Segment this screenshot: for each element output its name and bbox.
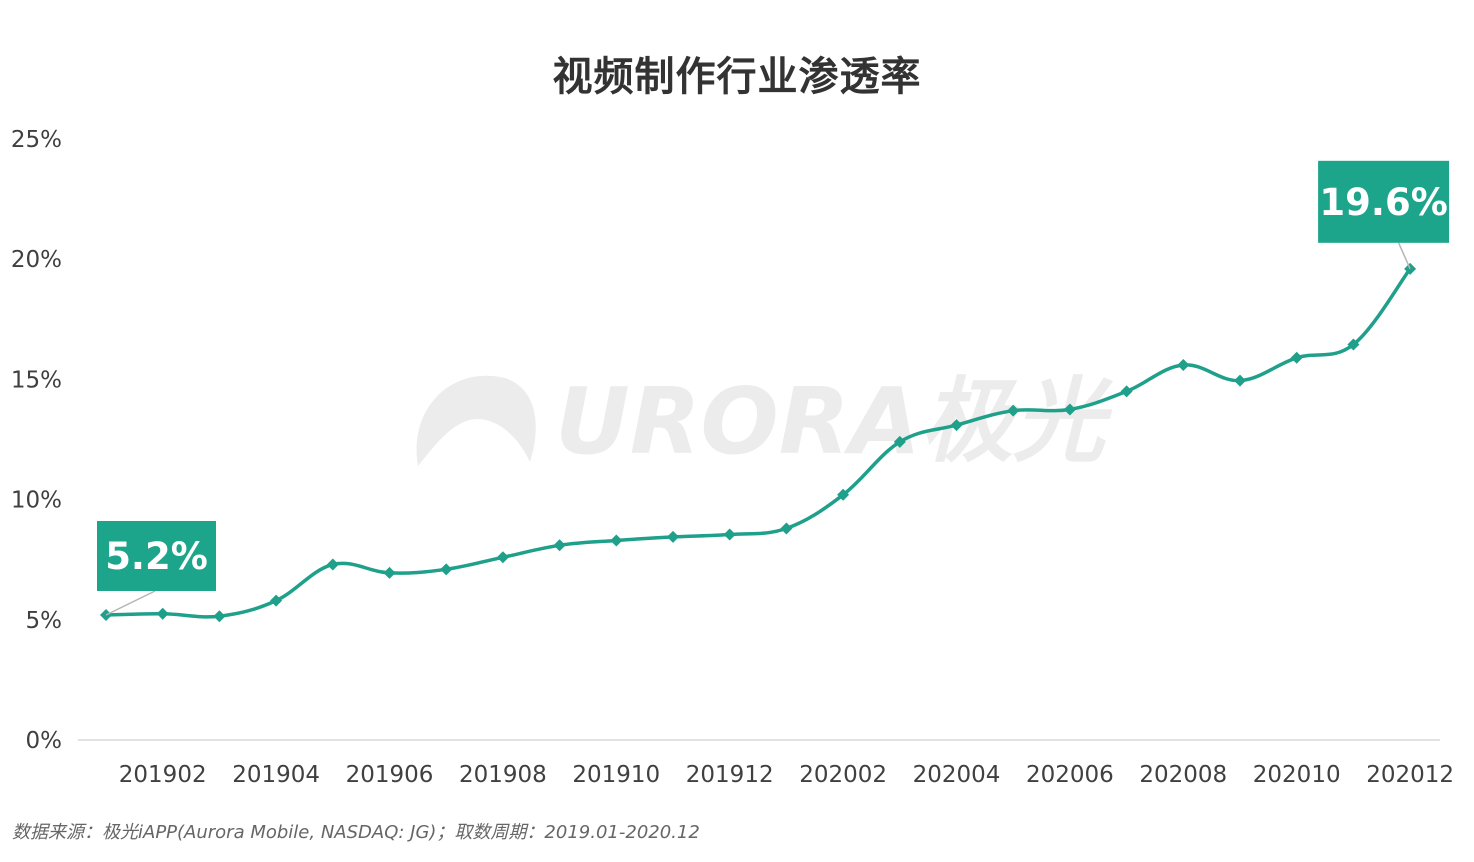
data-point-marker [270,594,283,607]
x-tick-label: 201912 [686,762,774,788]
x-tick-label: 202008 [1139,762,1227,788]
series-layer [100,262,1417,623]
callout-leader [1397,242,1411,270]
aurora-logo-icon [416,375,536,466]
callout-box [1318,160,1450,243]
watermark-text: URORA极光 [555,368,1114,475]
data-point-marker [1120,385,1133,398]
callout-label: 19.6% [1319,181,1447,224]
x-tick-label: 202012 [1366,762,1454,788]
y-tick-label: 15% [11,367,62,393]
data-point-marker [213,610,226,623]
y-tick-label: 25% [11,127,62,153]
x-tick-label: 202004 [913,762,1001,788]
data-point-marker [723,528,736,541]
y-tick-label: 0% [26,728,63,754]
annotations: 5.2% 19.6% [97,160,1450,616]
data-point-marker [667,530,679,543]
data-point-marker [1234,374,1246,387]
chart-title: 视频制作行业渗透率 [552,54,922,100]
data-point-marker [496,551,509,564]
y-tick-label: 10% [11,488,62,514]
data-point-marker [440,563,453,576]
data-point-marker [780,522,793,535]
source-note: 数据来源：极光iAPP(Aurora Mobile, NASDAQ: JG)；取… [12,822,700,843]
data-point-marker [553,539,566,552]
data-point-marker [1290,351,1303,364]
data-point-marker [893,435,906,448]
data-point-marker [1007,404,1020,417]
watermark: URORA极光 [416,368,1114,475]
y-tick-label: 5% [26,608,63,634]
y-tick-label: 20% [11,247,62,273]
data-point-marker [610,534,623,547]
callout-leader [105,590,156,616]
x-tick-label: 202010 [1253,762,1341,788]
data-point-marker [326,558,339,571]
x-tick-label: 201902 [119,762,207,788]
callout-label: 5.2% [105,535,208,578]
x-tick-label: 202002 [799,762,887,788]
axes: 0% 5% 10% 15% 20% 25% 201902 201904 201906 201908… [11,127,1454,788]
data-point-marker [1347,338,1360,351]
data-point-marker [1063,403,1076,416]
data-point-marker [383,566,396,579]
x-tick-label: 201904 [232,762,320,788]
x-tick-label: 202006 [1026,762,1114,788]
data-point-marker [837,488,850,501]
data-point-marker [156,607,169,620]
x-tick-label: 201910 [572,762,660,788]
data-point-marker [1177,358,1190,371]
x-tick-label: 201908 [459,762,547,788]
callout-box [97,520,216,591]
data-point-marker [950,419,963,432]
x-tick-label: 201906 [346,762,434,788]
